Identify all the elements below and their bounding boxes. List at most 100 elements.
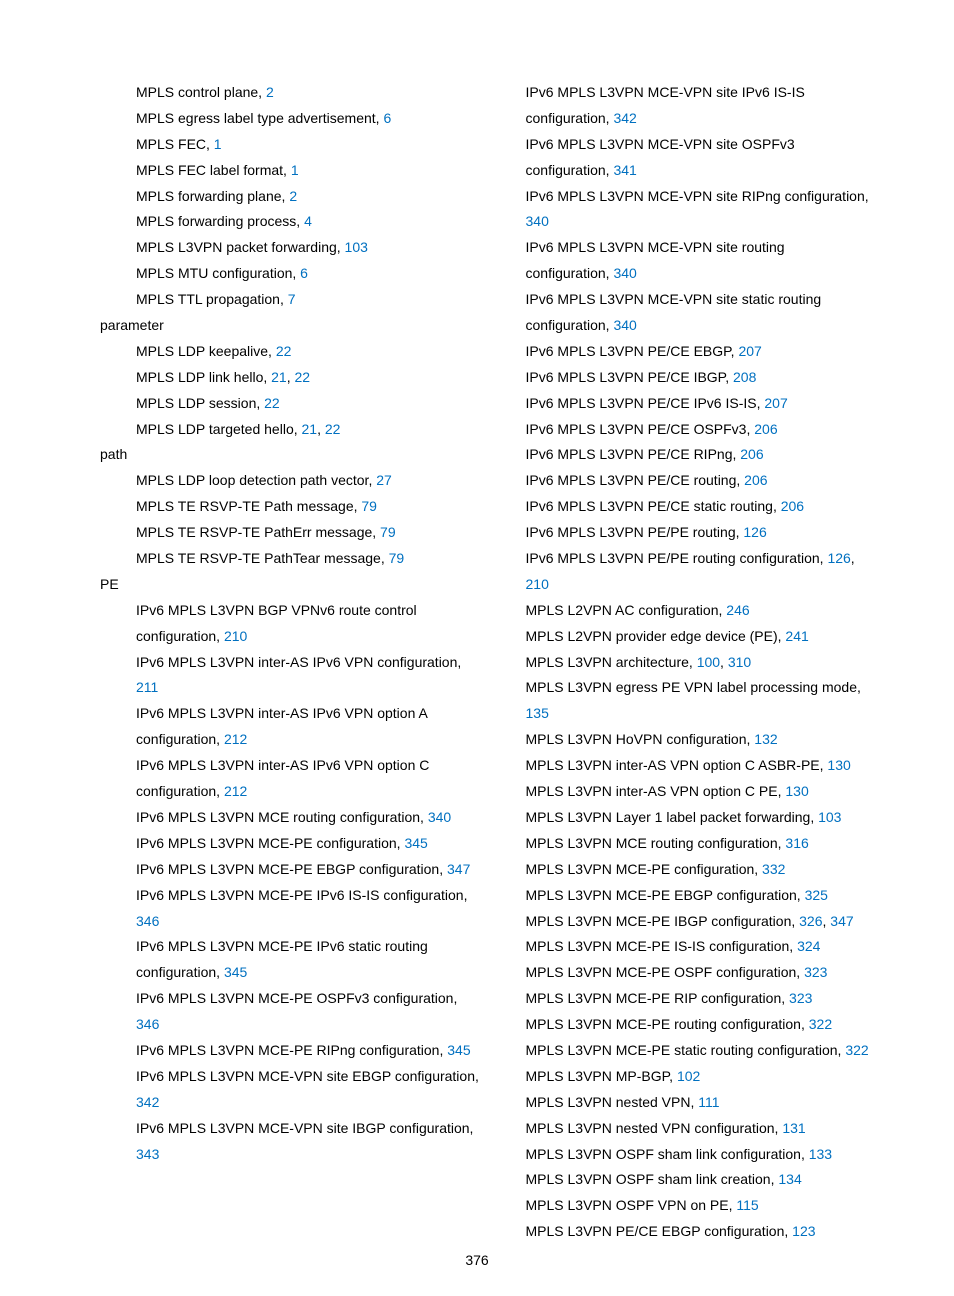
page-link[interactable]: 323 bbox=[789, 990, 812, 1006]
page-link[interactable]: 126 bbox=[743, 524, 766, 540]
page-link[interactable]: 22 bbox=[295, 369, 311, 385]
page-link[interactable]: 206 bbox=[740, 446, 763, 462]
index-entry: PE bbox=[100, 572, 480, 598]
page-link[interactable]: 79 bbox=[380, 524, 396, 540]
page-link[interactable]: 345 bbox=[447, 1042, 470, 1058]
index-entry-text: IPv6 MPLS L3VPN inter-AS IPv6 VPN option… bbox=[136, 705, 427, 747]
index-entry-text: IPv6 MPLS L3VPN MCE-VPN site IBGP config… bbox=[136, 1120, 473, 1136]
page-link[interactable]: 341 bbox=[613, 162, 636, 178]
page-link[interactable]: 340 bbox=[526, 213, 549, 229]
page-link[interactable]: 322 bbox=[845, 1042, 868, 1058]
page-link[interactable]: 206 bbox=[754, 421, 777, 437]
page-link[interactable]: 346 bbox=[136, 913, 159, 929]
page-link[interactable]: 206 bbox=[744, 472, 767, 488]
page-link[interactable]: 27 bbox=[376, 472, 392, 488]
page-link[interactable]: 2 bbox=[266, 84, 274, 100]
index-entry-text: MPLS L3VPN MCE-PE RIP configuration, bbox=[526, 990, 790, 1006]
page-link[interactable]: 103 bbox=[345, 239, 368, 255]
page-link[interactable]: 7 bbox=[288, 291, 296, 307]
page-link[interactable]: 102 bbox=[677, 1068, 700, 1084]
page-link[interactable]: 132 bbox=[754, 731, 777, 747]
page-link[interactable]: 6 bbox=[300, 265, 308, 281]
index-entry: IPv6 MPLS L3VPN MCE routing configuratio… bbox=[100, 805, 480, 831]
page-link[interactable]: 347 bbox=[830, 913, 853, 929]
index-entry-text: IPv6 MPLS L3VPN MCE-VPN site OSPFv3 conf… bbox=[526, 136, 795, 178]
page-link[interactable]: 322 bbox=[809, 1016, 832, 1032]
page-link[interactable]: 130 bbox=[827, 757, 850, 773]
index-entry: MPLS L3VPN egress PE VPN label processin… bbox=[490, 675, 870, 727]
index-entry-text: MPLS TE RSVP-TE PathTear message, bbox=[136, 550, 389, 566]
page-link[interactable]: 115 bbox=[736, 1197, 758, 1213]
page-link[interactable]: 6 bbox=[383, 110, 391, 126]
page-link[interactable]: 131 bbox=[782, 1120, 805, 1136]
page-link[interactable]: 211 bbox=[136, 679, 158, 695]
page-link[interactable]: 100 bbox=[697, 654, 720, 670]
page-link[interactable]: 212 bbox=[224, 731, 247, 747]
page-link[interactable]: 1 bbox=[214, 136, 222, 152]
page-link[interactable]: 347 bbox=[447, 861, 470, 877]
page-link[interactable]: 345 bbox=[404, 835, 427, 851]
page-link[interactable]: 210 bbox=[224, 628, 247, 644]
columns: MPLS control plane, 2MPLS egress label t… bbox=[100, 80, 869, 1245]
page-link[interactable]: 345 bbox=[224, 964, 247, 980]
page-link[interactable]: 340 bbox=[613, 265, 636, 281]
index-entry: MPLS L3VPN MCE-PE configuration, 332 bbox=[490, 857, 870, 883]
index-entry-text: IPv6 MPLS L3VPN PE/CE OSPFv3, bbox=[526, 421, 755, 437]
index-entry: MPLS egress label type advertisement, 6 bbox=[100, 106, 480, 132]
page-link[interactable]: 207 bbox=[738, 343, 761, 359]
page-link[interactable]: 342 bbox=[613, 110, 636, 126]
page-link[interactable]: 130 bbox=[785, 783, 808, 799]
page-link[interactable]: 2 bbox=[289, 188, 297, 204]
page-link[interactable]: 316 bbox=[785, 835, 808, 851]
page-link[interactable]: 1 bbox=[291, 162, 299, 178]
page-link[interactable]: 310 bbox=[728, 654, 751, 670]
page-number: 376 bbox=[0, 1252, 954, 1268]
page-link[interactable]: 207 bbox=[764, 395, 787, 411]
index-entry: IPv6 MPLS L3VPN MCE-PE configuration, 34… bbox=[100, 831, 480, 857]
page-link[interactable]: 346 bbox=[136, 1016, 159, 1032]
page-link[interactable]: 22 bbox=[264, 395, 280, 411]
page-link[interactable]: 343 bbox=[136, 1146, 159, 1162]
page-link[interactable]: 246 bbox=[726, 602, 749, 618]
page-link[interactable]: 22 bbox=[325, 421, 341, 437]
index-entry: IPv6 MPLS L3VPN PE/CE routing, 206 bbox=[490, 468, 870, 494]
page-link[interactable]: 342 bbox=[136, 1094, 159, 1110]
page-link[interactable]: 206 bbox=[781, 498, 804, 514]
page-link[interactable]: 134 bbox=[778, 1171, 801, 1187]
index-entry-text: IPv6 MPLS L3VPN PE/PE routing configurat… bbox=[526, 550, 828, 566]
index-entry-text: MPLS L3VPN MP-BGP, bbox=[526, 1068, 677, 1084]
page-link[interactable]: 79 bbox=[389, 550, 405, 566]
page-link[interactable]: 21 bbox=[271, 369, 287, 385]
page-link[interactable]: 21 bbox=[302, 421, 318, 437]
page-link[interactable]: 332 bbox=[762, 861, 785, 877]
index-entry: MPLS L3VPN MP-BGP, 102 bbox=[490, 1064, 870, 1090]
page-link[interactable]: 4 bbox=[304, 213, 312, 229]
page-link[interactable]: 79 bbox=[361, 498, 377, 514]
page-link[interactable]: 135 bbox=[526, 705, 549, 721]
page-link[interactable]: 126 bbox=[827, 550, 850, 566]
page-link[interactable]: 326 bbox=[799, 913, 822, 929]
index-entry: IPv6 MPLS L3VPN PE/CE RIPng, 206 bbox=[490, 442, 870, 468]
page-link[interactable]: 212 bbox=[224, 783, 247, 799]
index-entry: MPLS L3VPN OSPF VPN on PE, 115 bbox=[490, 1193, 870, 1219]
index-page: MPLS control plane, 2MPLS egress label t… bbox=[0, 0, 954, 1296]
page-link[interactable]: 241 bbox=[785, 628, 808, 644]
page-link[interactable]: 210 bbox=[526, 576, 549, 592]
page-link[interactable]: 123 bbox=[792, 1223, 815, 1239]
page-link[interactable]: 133 bbox=[809, 1146, 832, 1162]
page-link[interactable]: 22 bbox=[276, 343, 292, 359]
index-entry-text: MPLS TE RSVP-TE Path message, bbox=[136, 498, 361, 514]
index-entry: IPv6 MPLS L3VPN PE/CE static routing, 20… bbox=[490, 494, 870, 520]
page-link[interactable]: 111 bbox=[698, 1094, 719, 1110]
index-entry-text: MPLS L3VPN OSPF VPN on PE, bbox=[526, 1197, 737, 1213]
page-link[interactable]: 325 bbox=[805, 887, 828, 903]
page-link[interactable]: 323 bbox=[804, 964, 827, 980]
page-link[interactable]: 208 bbox=[733, 369, 756, 385]
page-link[interactable]: 103 bbox=[818, 809, 841, 825]
index-entry: IPv6 MPLS L3VPN MCE-VPN site IPv6 IS-IS … bbox=[490, 80, 870, 132]
index-entry: MPLS TE RSVP-TE PathErr message, 79 bbox=[100, 520, 480, 546]
index-entry: IPv6 MPLS L3VPN inter-AS IPv6 VPN config… bbox=[100, 650, 480, 702]
page-link[interactable]: 340 bbox=[613, 317, 636, 333]
page-link[interactable]: 340 bbox=[428, 809, 451, 825]
page-link[interactable]: 324 bbox=[797, 938, 820, 954]
